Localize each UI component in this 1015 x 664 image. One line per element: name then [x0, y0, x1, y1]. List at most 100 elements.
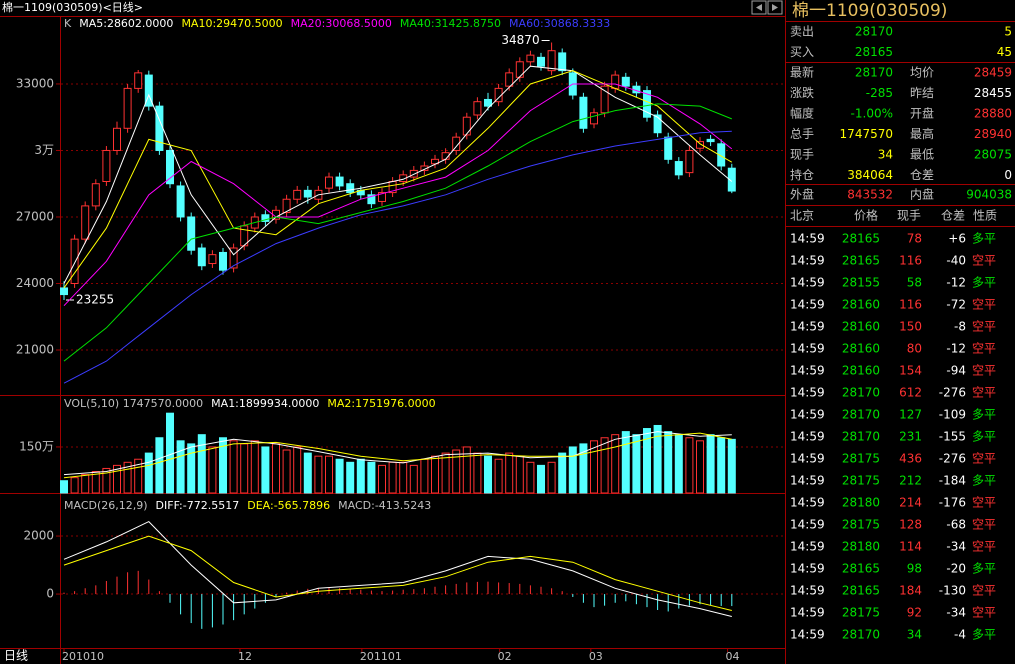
volume-bar: [102, 467, 111, 494]
trade-type: 多平: [972, 408, 996, 422]
quote-cell: 均价: [910, 66, 934, 80]
trade-price: 28160: [842, 320, 880, 334]
volume-bar: [409, 464, 418, 494]
quote-cell: 卖出: [790, 25, 814, 39]
quote-cell: 28075: [974, 148, 1012, 162]
x-tick-label: 201010: [62, 650, 104, 663]
trade-change: -34: [946, 540, 966, 554]
y-tick-label: 33000: [16, 76, 54, 90]
trade-change: -68: [946, 518, 966, 532]
candle-body: [81, 205, 90, 240]
quote-cell: 843532: [847, 188, 893, 202]
volume-bar: [261, 446, 270, 494]
quote-cell: 5: [1004, 25, 1012, 39]
volume-bar: [568, 446, 577, 494]
window-buttons[interactable]: [751, 0, 783, 15]
volume-bar: [696, 440, 704, 494]
prev-icon: [756, 4, 762, 11]
trade-price: 28170: [842, 430, 880, 444]
quote-cell: -1.00%: [851, 107, 893, 121]
trade-time: 14:59: [790, 540, 825, 554]
quote-cell: 28165: [855, 45, 893, 59]
volume-bar: [356, 458, 365, 494]
trade-price: 28165: [842, 584, 880, 598]
trade-price: 28175: [842, 518, 880, 532]
candle-body: [229, 247, 238, 269]
candle-body: [696, 141, 704, 149]
volume-bar: [91, 471, 100, 494]
trade-type: 多平: [972, 628, 996, 642]
quote-cell: 最低: [910, 148, 934, 162]
candle-body: [176, 185, 185, 218]
volume-bar: [123, 461, 132, 494]
candle-body: [134, 72, 143, 89]
y-tick-label: 24000: [16, 276, 54, 290]
candle-body: [144, 74, 153, 107]
next-icon: [772, 4, 778, 11]
candle-body: [166, 149, 174, 185]
candle-body: [261, 214, 270, 222]
ma-line: [63, 130, 732, 384]
quote-cell: 1747570: [840, 127, 893, 141]
volume-bar: [526, 461, 535, 494]
trade-type: 多平: [972, 232, 996, 246]
trade-time: 14:59: [790, 584, 825, 598]
trade-time: 14:59: [790, 430, 825, 444]
legend-entry: MA10:29470.5000: [181, 17, 282, 30]
volume-ma-line: [63, 432, 732, 479]
quote-cell: 28940: [974, 127, 1012, 141]
trade-volume: 436: [899, 452, 922, 466]
candle-body: [155, 105, 164, 151]
quote-cell: 384064: [847, 168, 893, 182]
volume-bar: [590, 440, 598, 494]
trade-time: 14:59: [790, 496, 825, 510]
low-annotation: 23255: [76, 293, 114, 307]
volume-bar: [303, 452, 312, 494]
trade-time: 14:59: [790, 606, 825, 620]
quote-cell: -285: [866, 86, 893, 100]
candle-body: [558, 52, 567, 72]
candle-body: [664, 136, 673, 160]
trade-price: 28170: [842, 386, 880, 400]
trade-volume: 98: [907, 562, 922, 576]
candle-body: [378, 192, 386, 202]
macd-line: [63, 520, 732, 617]
candle-body: [113, 127, 121, 151]
quote-cell: 幅度: [790, 106, 814, 121]
trade-type: 空平: [972, 584, 996, 598]
trade-change: -130: [939, 584, 966, 598]
trade-volume: 231: [899, 430, 922, 444]
quote-cell: 买入: [790, 45, 814, 59]
volume-bar: [462, 446, 471, 494]
trade-type: 空平: [972, 320, 996, 334]
trade-type: 多平: [972, 276, 996, 290]
candle-body: [611, 74, 620, 89]
legend-label: VOL(5,10) 1747570.0000: [64, 397, 203, 410]
candle-body: [70, 238, 79, 284]
trade-change: -276: [939, 386, 966, 400]
x-tick-label: 04: [726, 650, 740, 663]
trade-change: -20: [946, 562, 966, 576]
ma-line: [63, 70, 733, 289]
volume-bar: [685, 437, 694, 494]
volume-ma-line: [63, 431, 732, 476]
trade-change: -155: [939, 430, 966, 444]
volume-bar: [166, 412, 174, 494]
volume-bar: [81, 474, 90, 494]
trade-time: 14:59: [790, 518, 825, 532]
trade-volume: 154: [899, 364, 922, 378]
trade-volume: 116: [899, 254, 922, 268]
trade-time: 14:59: [790, 562, 825, 576]
x-tick-label: 02: [498, 650, 512, 663]
volume-bar: [515, 455, 524, 494]
trade-type: 空平: [972, 606, 996, 620]
legend-entry: MA60:30868.3333: [509, 17, 610, 30]
volume-bar: [558, 452, 567, 494]
quote-cell: 45: [997, 45, 1012, 59]
y-tick-label: 0: [46, 587, 54, 601]
volume-bar: [219, 437, 227, 494]
candle-body: [600, 85, 609, 114]
trade-type: 空平: [972, 364, 996, 378]
quote-cell: 28170: [855, 25, 893, 39]
volume-bar: [367, 461, 376, 494]
